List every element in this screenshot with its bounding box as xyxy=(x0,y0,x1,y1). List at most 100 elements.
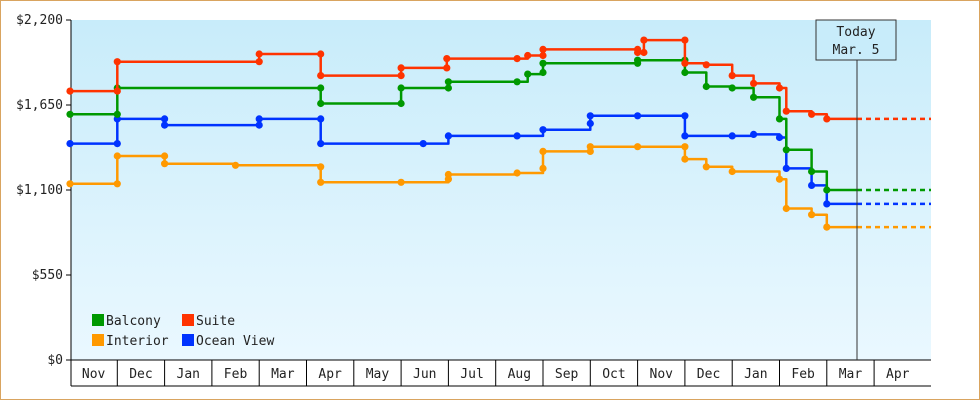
data-point xyxy=(775,175,784,183)
legend-label: Interior xyxy=(106,334,169,349)
data-point xyxy=(513,78,521,86)
data-point xyxy=(634,56,642,64)
data-point xyxy=(586,112,594,120)
y-tick-label: $1,650 xyxy=(16,98,63,113)
data-point xyxy=(113,180,121,188)
month-label: Feb xyxy=(791,367,815,382)
month-label: Oct xyxy=(602,367,625,382)
data-point xyxy=(702,163,710,171)
data-point xyxy=(317,84,325,92)
legend: Balcony Suite Interior Ocean View xyxy=(92,314,274,349)
y-tick-label: $0 xyxy=(47,353,63,368)
data-point xyxy=(728,84,736,92)
data-point xyxy=(317,163,325,171)
data-point xyxy=(66,180,74,188)
data-point xyxy=(397,99,405,108)
month-label: Apr xyxy=(886,367,910,382)
data-point xyxy=(640,36,648,44)
data-point xyxy=(513,55,521,63)
data-point xyxy=(444,170,452,179)
data-point xyxy=(728,167,736,176)
today-box xyxy=(815,19,897,61)
month-label: May xyxy=(366,367,390,382)
data-point xyxy=(524,70,532,78)
plot-area xyxy=(71,20,931,360)
data-point xyxy=(513,132,521,140)
data-point xyxy=(775,133,784,142)
data-point xyxy=(782,107,790,115)
data-point xyxy=(681,36,689,44)
data-point xyxy=(823,115,831,123)
data-point xyxy=(66,87,74,95)
legend-label: Ocean View xyxy=(196,334,274,349)
data-point xyxy=(113,152,121,160)
data-point xyxy=(317,99,325,108)
data-point xyxy=(808,110,816,118)
y-tick-label: $1,100 xyxy=(16,183,63,198)
data-point xyxy=(231,161,240,169)
data-point xyxy=(681,68,689,77)
data-point xyxy=(782,146,790,154)
month-label: Nov xyxy=(650,367,674,382)
data-point xyxy=(750,130,758,138)
y-tick-label: $550 xyxy=(32,268,63,283)
month-label: Nov xyxy=(82,367,106,382)
data-point xyxy=(161,160,169,168)
data-point xyxy=(317,140,325,148)
data-point xyxy=(728,132,736,140)
data-point xyxy=(397,72,405,80)
data-point xyxy=(539,68,547,77)
today-marker: Today Mar. 5 xyxy=(815,19,897,360)
data-point xyxy=(823,186,831,194)
data-point xyxy=(397,64,405,72)
data-point xyxy=(444,78,452,86)
data-point xyxy=(255,50,263,58)
data-point xyxy=(681,155,689,163)
data-point xyxy=(586,119,594,128)
today-label-line2: Mar. 5 xyxy=(833,43,880,58)
legend-swatch xyxy=(92,334,104,346)
data-point xyxy=(750,79,758,87)
series-lines xyxy=(66,36,931,231)
data-point xyxy=(702,82,710,91)
data-point xyxy=(255,115,263,123)
data-point xyxy=(443,55,451,63)
legend-label: Suite xyxy=(196,314,235,329)
month-label: Sep xyxy=(555,367,579,382)
data-point xyxy=(317,72,325,80)
month-label: Mar xyxy=(271,367,295,382)
data-point xyxy=(539,126,547,134)
data-point xyxy=(750,93,758,101)
data-point xyxy=(113,87,121,95)
data-point xyxy=(808,181,816,189)
month-label: Jan xyxy=(177,367,200,382)
data-point xyxy=(808,167,816,176)
data-point xyxy=(775,84,784,92)
data-point xyxy=(513,169,521,177)
legend-swatch xyxy=(182,314,194,326)
month-label: Aug xyxy=(508,367,531,382)
data-point xyxy=(823,223,831,231)
data-point xyxy=(539,59,547,67)
data-point xyxy=(524,51,532,60)
axes: $0 $550 $1,100 $1,650 $2,200 Nov Dec Jan Feb Mar A… xyxy=(16,13,931,387)
data-point xyxy=(702,61,710,69)
month-label: Jul xyxy=(460,367,483,382)
data-point xyxy=(113,110,121,118)
data-point xyxy=(782,204,790,213)
data-point xyxy=(634,143,642,151)
data-point xyxy=(443,64,451,72)
data-point xyxy=(586,143,594,151)
series-line-balcony xyxy=(70,58,857,192)
data-point xyxy=(539,51,547,60)
month-label: Apr xyxy=(318,367,342,382)
month-label: Jan xyxy=(744,367,767,382)
data-point xyxy=(317,115,325,123)
data-point xyxy=(681,143,689,151)
today-label-line1: Today xyxy=(836,25,875,40)
data-point xyxy=(634,112,642,120)
data-point xyxy=(397,84,405,92)
data-point xyxy=(444,84,452,92)
data-point xyxy=(823,200,831,208)
